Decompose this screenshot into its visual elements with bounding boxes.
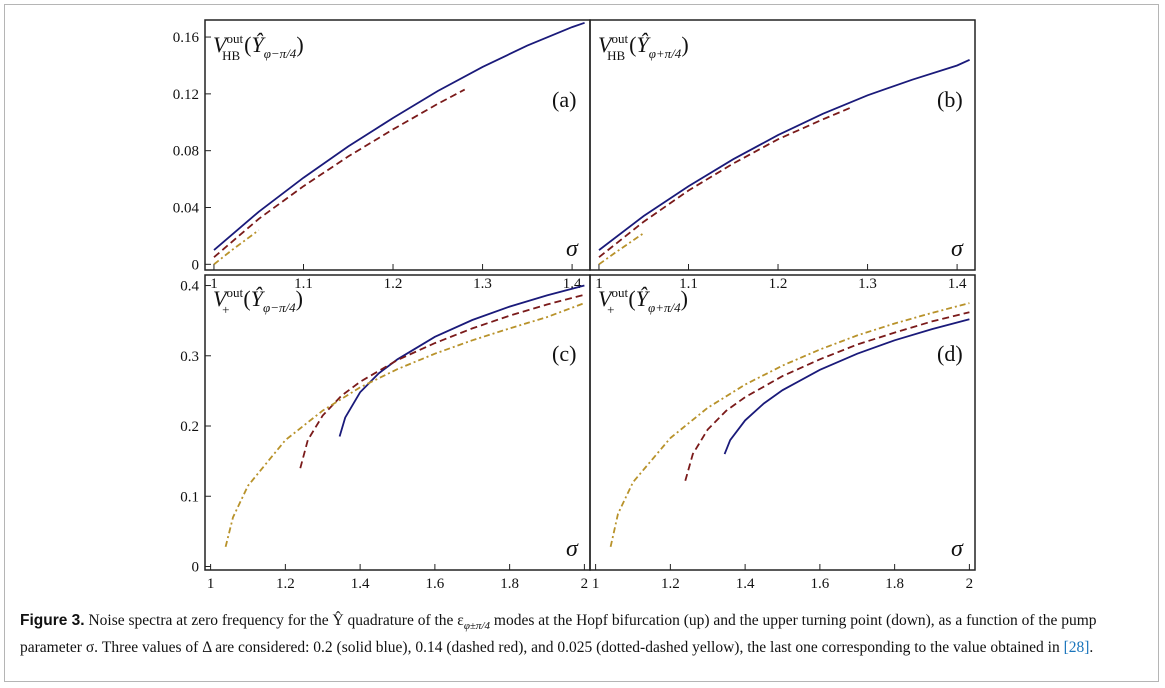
panel-a-xtick-label: 1.1: [294, 276, 313, 292]
caption-text-end: .: [1089, 639, 1094, 657]
panel-c-ytick-label: 0.2: [180, 419, 199, 435]
panel-b-series-dashdot: [598, 232, 645, 266]
panel-c-xtick-label: 1: [207, 576, 215, 592]
panel-a-ytick-label: 0.12: [173, 87, 199, 103]
panel-c-xtick-label: 1.6: [426, 576, 445, 592]
panel-b-series-dashed: [598, 107, 851, 258]
panel-b-xtick-label: 1.4: [948, 276, 967, 292]
caption-text-2: modes at the Hopf bifurcation (up) and t…: [20, 612, 1097, 657]
panel-a-series-solid: [213, 21, 585, 251]
panel-c-ytick-label: 0.4: [180, 279, 199, 295]
panel-a-xlabel: σ: [566, 236, 579, 262]
panel-c-ytick-label: 0: [192, 559, 200, 575]
panel-c-letter: (c): [552, 341, 576, 366]
panel-c-xtick-label: 1.2: [276, 576, 295, 592]
panel-b-xtick-label: 1: [595, 276, 603, 292]
panel-c-series-dashed: [299, 293, 585, 469]
panel-d-xlabel: σ: [951, 536, 964, 562]
panel-d-frame: [589, 274, 976, 571]
panel-d-xtick-label: 1.4: [736, 576, 755, 592]
panel-a-ytick-label: 0.04: [173, 201, 200, 217]
panel-a-letter: (a): [552, 87, 576, 112]
panel-b-frame: [589, 19, 976, 271]
panel-c-ytick-label: 0.3: [180, 349, 199, 365]
panel-d-xtick-label: 1: [592, 576, 600, 592]
panel-c-ylabel: Vout + (Ŷφ−π/4): [213, 285, 303, 317]
panel-c-xtick-label: 1.4: [351, 576, 370, 592]
panel-a-ytick-label: 0.16: [173, 30, 200, 46]
panel-a-xtick-label: 1.3: [473, 276, 492, 292]
caption-text-1: Noise spectra at zero frequency for the …: [88, 612, 464, 629]
panel-c-xlabel: σ: [566, 536, 579, 562]
panel-b-series-solid: [598, 58, 970, 251]
panel-a-xtick-label: 1: [210, 276, 218, 292]
caption-text-1-sub: φ±π/4: [463, 620, 491, 633]
panel-c-xtick-label: 1.8: [500, 576, 519, 592]
panel-a-ytick-label: 0: [192, 257, 200, 273]
panel-b-letter: (b): [937, 87, 963, 112]
panel-c-ytick-label: 0.1: [180, 489, 199, 505]
caption-label: Figure 3.: [20, 612, 85, 629]
caption-citation-link[interactable]: [28]: [1063, 639, 1090, 657]
panel-c-series-solid: [338, 284, 585, 437]
panel-b-xtick-label: 1.3: [858, 276, 877, 292]
panel-d-letter: (d): [937, 341, 963, 366]
panel-d-xtick-label: 1.6: [811, 576, 830, 592]
panel-d-series-dashdot: [609, 302, 970, 547]
panel-d-series-solid: [723, 318, 970, 455]
figure-caption: Figure 3. Noise spectra at zero frequenc…: [20, 610, 1145, 658]
panel-d-series-dashed: [684, 311, 970, 482]
panel-a-ylabel: Vout HB (Ŷφ−π/4): [213, 31, 304, 63]
panel-c-frame: [204, 274, 591, 571]
panel-a-xtick-label: 1.2: [384, 276, 403, 292]
panel-d-xtick-label: 1.8: [885, 576, 904, 592]
panel-b-ylabel: Vout HB (Ŷφ+π/4): [598, 31, 689, 63]
chart-marks: 1 1.1 1.2 1.3 1.400.040.080.120.161 1.1 1.2 1.3…: [173, 21, 974, 592]
panel-d-ylabel: Vout + (Ŷφ+π/4): [598, 285, 688, 317]
panel-a-series-dashdot: [213, 229, 260, 266]
figure-plots: 1 1.1 1.2 1.3 1.400.040.080.120.161 1.1 1.2 1.3…: [173, 19, 976, 592]
panel-c-series-dashdot: [224, 302, 585, 548]
panel-d-xtick-label: 1.2: [661, 576, 680, 592]
panel-b-xtick-label: 1.2: [769, 276, 788, 292]
panel-a-series-dashed: [213, 88, 466, 258]
panel-d-xtick-label: 2: [966, 576, 974, 592]
panel-c-xtick-label: 2: [581, 576, 589, 592]
panel-a-ytick-label: 0.08: [173, 144, 199, 160]
panel-b-xlabel: σ: [951, 236, 964, 262]
panel-b-xtick-label: 1.1: [679, 276, 698, 292]
figure-frame: [4, 4, 1159, 682]
